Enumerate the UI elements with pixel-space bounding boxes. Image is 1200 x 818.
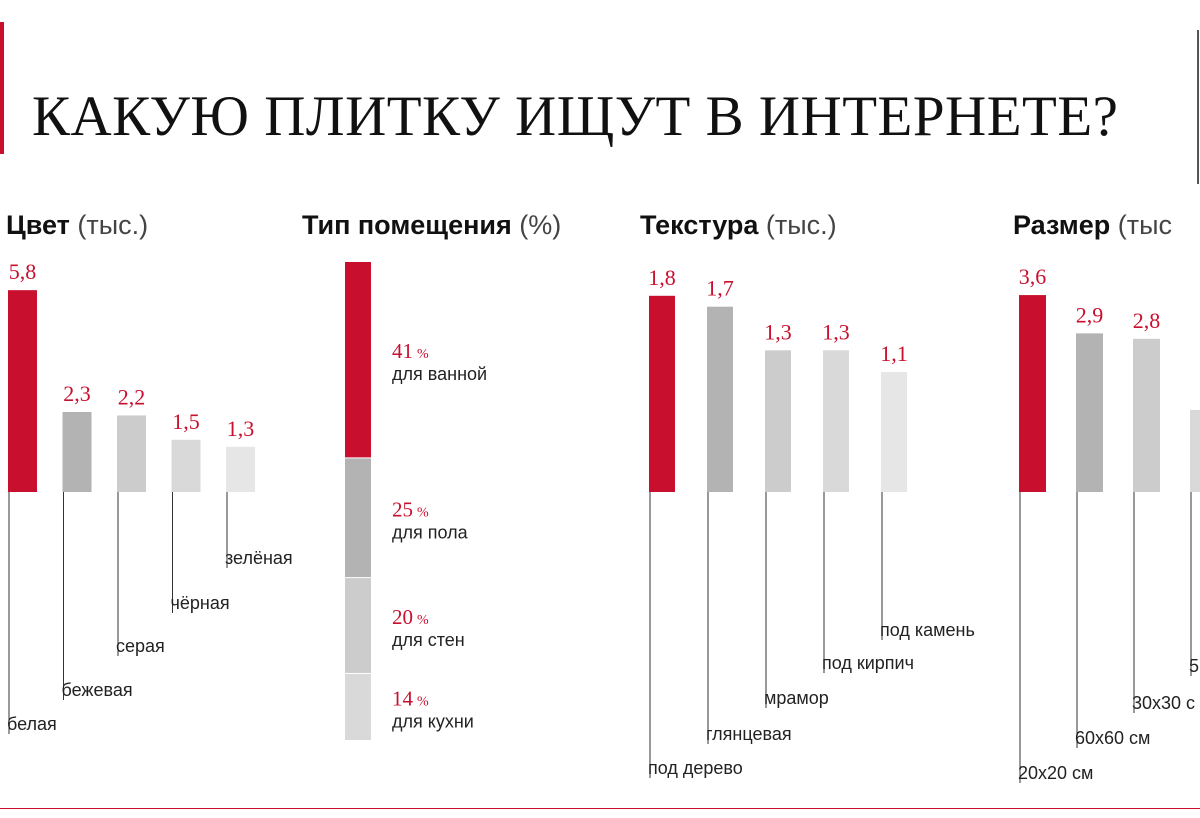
stack-segment-1	[345, 458, 371, 578]
bar-value-0-0: 5,8	[9, 259, 37, 284]
bar-label-3-0: 20х20 см	[1018, 763, 1093, 783]
bar-value-0-2: 2,2	[118, 384, 146, 409]
bar-value-3-2: 2,8	[1133, 308, 1161, 333]
bar-2-2	[765, 350, 791, 492]
stack-label-0: для ванной	[392, 364, 487, 384]
stack-label-3: для кухни	[392, 711, 474, 731]
bar-2-3	[823, 350, 849, 492]
panel-title-2: Текстура (тыс.)	[640, 210, 837, 240]
bar-label-0-3: чёрная	[171, 593, 230, 613]
panel-title-0: Цвет (тыс.)	[6, 210, 148, 240]
bar-3-0	[1019, 295, 1046, 492]
bar-label-3-2: 30х30 с	[1132, 693, 1195, 713]
bar-0-3	[171, 439, 201, 492]
bar-label-2-2: мрамор	[764, 688, 829, 708]
bar-value-3-0: 3,6	[1019, 264, 1047, 289]
bar-0-4	[226, 446, 255, 492]
panel-title-room: Тип помещения (%)	[302, 210, 561, 240]
stack-segment-2	[345, 578, 371, 673]
bar-label-2-1: глянцевая	[706, 724, 792, 744]
bar-value-2-2: 1,3	[764, 319, 792, 344]
bar-2-1	[707, 306, 733, 492]
bar-0-0	[8, 290, 37, 492]
stack-segment-0	[345, 262, 371, 458]
stack-segment-3	[345, 673, 371, 740]
page-title: КАКУЮ ПЛИТКУ ИЩУТ В ИНТЕРНЕТЕ?	[32, 85, 1119, 148]
panel-title-3: Размер (тыс	[1013, 210, 1172, 240]
bar-3-1	[1076, 333, 1103, 492]
pct-value-1: 25%	[392, 497, 429, 521]
bar-value-3-3: 1	[1198, 379, 1200, 404]
bar-label-2-0: под дерево	[648, 758, 743, 778]
bar-value-2-4: 1,1	[880, 341, 908, 366]
bar-value-0-1: 2,3	[63, 381, 91, 406]
pct-value-2: 20%	[392, 605, 429, 629]
bar-value-0-3: 1,5	[172, 409, 200, 434]
bar-value-2-3: 1,3	[822, 319, 850, 344]
bar-label-3-3: 5	[1189, 656, 1199, 676]
bar-label-2-4: под камень	[880, 620, 975, 640]
bar-0-2	[117, 415, 146, 492]
stack-label-2: для стен	[392, 630, 465, 650]
pct-value-3: 14%	[392, 686, 429, 710]
bar-label-2-3: под кирпич	[822, 653, 914, 673]
bar-value-0-4: 1,3	[227, 416, 255, 441]
bar-value-2-0: 1,8	[648, 265, 676, 290]
bar-2-4	[881, 372, 907, 492]
bar-value-2-1: 1,7	[706, 276, 734, 301]
bar-2-0	[649, 295, 675, 492]
bar-0-1	[62, 411, 92, 492]
pct-value-0: 41%	[392, 339, 429, 363]
bar-3-3	[1190, 409, 1200, 492]
right-edge-divider	[1197, 30, 1199, 184]
stack-label-1: для пола	[392, 522, 469, 542]
bottom-rule	[0, 808, 1200, 809]
bar-label-0-1: бежевая	[62, 680, 133, 700]
bar-label-3-1: 60х60 см	[1075, 728, 1150, 748]
bar-label-0-2: серая	[116, 636, 165, 656]
bar-label-0-0: белая	[7, 714, 57, 734]
bar-value-3-1: 2,9	[1076, 302, 1104, 327]
title-accent-bar	[0, 22, 4, 154]
bar-label-0-4: зелёная	[225, 548, 293, 568]
bar-3-2	[1133, 338, 1160, 492]
